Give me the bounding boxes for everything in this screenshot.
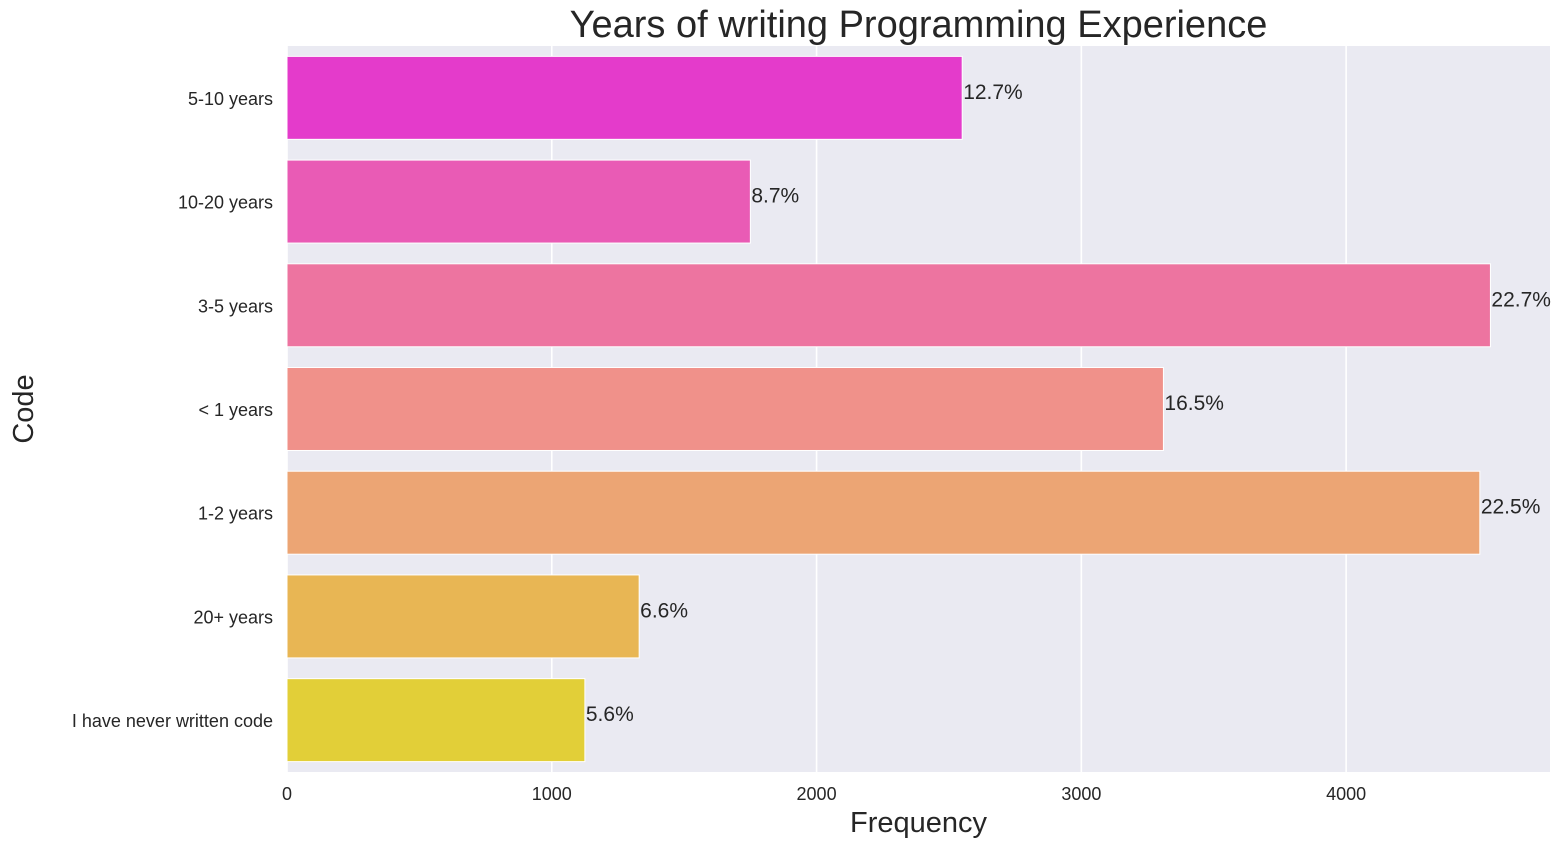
bar-value-label: 22.5% bbox=[1481, 496, 1541, 519]
bar bbox=[286, 470, 1481, 555]
data-labels: 12.7% 8.7% 22.7% 16.5% 22.5% 6.6% 5.6% bbox=[586, 81, 1551, 726]
y-tick-label: 20+ years bbox=[193, 607, 273, 627]
bar-value-label: 16.5% bbox=[1164, 392, 1224, 415]
y-tick-labels: 5-10 years 10-20 years 3-5 years < 1 years 1… bbox=[72, 89, 273, 731]
bar-value-label: 6.6% bbox=[640, 599, 688, 622]
y-tick-label: 10-20 years bbox=[178, 193, 273, 213]
bar-value-label: 22.7% bbox=[1491, 288, 1551, 311]
bar bbox=[286, 678, 586, 763]
x-tick-labels: 0 1000 2000 3000 4000 bbox=[282, 784, 1366, 804]
bar-value-label: 5.6% bbox=[586, 703, 634, 726]
x-tick-label: 1000 bbox=[532, 784, 572, 804]
bar bbox=[286, 55, 963, 140]
bar bbox=[286, 159, 751, 244]
x-tick-label: 2000 bbox=[797, 784, 837, 804]
y-tick-label: 1-2 years bbox=[198, 504, 273, 524]
bar-value-label: 8.7% bbox=[751, 185, 799, 208]
x-tick-label: 3000 bbox=[1061, 784, 1101, 804]
y-tick-label: 3-5 years bbox=[198, 296, 273, 316]
bar bbox=[286, 574, 640, 659]
x-tick-label: 4000 bbox=[1326, 784, 1366, 804]
x-tick-label: 0 bbox=[282, 784, 292, 804]
chart-title: Years of writing Programming Experience bbox=[570, 4, 1268, 46]
x-axis-label: Frequency bbox=[850, 807, 988, 839]
bar bbox=[286, 263, 1491, 348]
y-tick-label: I have never written code bbox=[72, 711, 273, 731]
y-axis-label: Code bbox=[8, 374, 40, 443]
y-tick-label: < 1 years bbox=[198, 400, 273, 420]
bar-value-label: 12.7% bbox=[963, 81, 1023, 104]
bars bbox=[286, 55, 1491, 763]
y-tick-label: 5-10 years bbox=[188, 89, 273, 109]
bar bbox=[286, 367, 1164, 451]
